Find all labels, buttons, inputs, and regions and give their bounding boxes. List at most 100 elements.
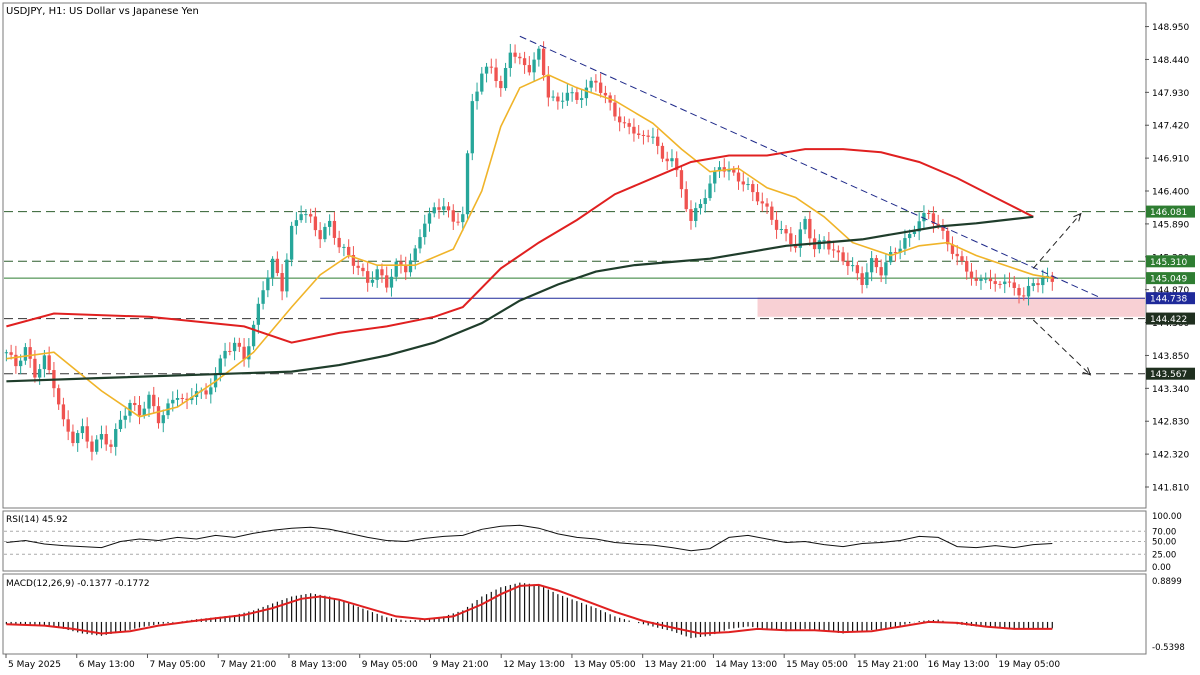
rsi-panel-frame <box>2 510 1147 572</box>
candle-body <box>675 158 679 171</box>
level-price-label-bg <box>1146 205 1195 218</box>
candle-body <box>946 230 950 245</box>
candle-body <box>85 426 89 442</box>
candle-body <box>147 394 151 409</box>
candle-body <box>323 226 327 240</box>
candle-body <box>152 394 156 407</box>
candle-body <box>332 220 337 238</box>
time-tick-label: 6 May 13:00 <box>79 660 135 670</box>
candle-body <box>637 133 641 135</box>
candle-body <box>432 207 436 214</box>
candle-body <box>480 73 484 92</box>
candle-body <box>836 250 841 253</box>
candle-body <box>641 134 646 136</box>
candle-body <box>1036 283 1040 286</box>
time-axis: 5 May 2025 6 May 13:00 7 May 05:00 7 May 21… <box>5 654 1060 670</box>
macd-title: MACD(12,26,9) -0.1377 -0.1772 <box>6 579 150 589</box>
candle-body <box>575 92 579 100</box>
candle-body <box>299 214 303 221</box>
candle-body <box>565 92 570 101</box>
candle-body <box>404 265 408 273</box>
candle-body <box>327 220 332 227</box>
time-tick-label: 13 May 21:00 <box>645 660 707 670</box>
candle-body <box>237 342 241 347</box>
scenario-arrow-up <box>1032 213 1082 269</box>
candle-body <box>204 390 208 395</box>
candle-body <box>1031 283 1035 286</box>
candle-body <box>275 258 280 274</box>
candle-body <box>874 258 879 268</box>
candle-body <box>114 429 118 447</box>
candle-body <box>594 80 598 83</box>
candle-body <box>694 208 698 221</box>
candle-body <box>389 276 394 288</box>
price-tick-label: 143.850 <box>1152 352 1189 362</box>
candle-body <box>14 354 18 367</box>
candle-body <box>618 116 622 123</box>
candle-body <box>860 273 864 285</box>
candle-body <box>556 96 560 102</box>
time-tick-label: 12 May 13:00 <box>503 660 565 670</box>
candle-body <box>175 398 180 400</box>
candle-body <box>879 267 883 276</box>
macd-panel-frame <box>2 573 1147 655</box>
moving-averages-layer <box>6 74 1053 418</box>
candle-body <box>61 404 66 420</box>
candle-body <box>965 260 969 272</box>
candle-body <box>451 210 455 222</box>
candle-body <box>123 415 127 420</box>
candle-body <box>969 271 974 279</box>
price-tick-label: 147.420 <box>1152 122 1189 132</box>
time-tick-label: 9 May 05:00 <box>362 660 418 670</box>
candle-body <box>228 350 232 352</box>
candle-body <box>817 240 822 250</box>
candle-body <box>713 171 717 184</box>
candle-body <box>37 369 42 378</box>
candle-body <box>960 256 964 261</box>
candle-body <box>746 184 750 186</box>
candle-body <box>185 398 189 401</box>
candle-body <box>446 206 451 211</box>
candle-body <box>955 253 959 257</box>
candle-body <box>209 387 213 395</box>
candle-body <box>366 271 370 283</box>
candle-body <box>541 48 546 76</box>
candle-body <box>732 168 736 173</box>
candle-body <box>789 233 793 245</box>
candle-body <box>442 206 446 210</box>
candle-body <box>95 439 99 452</box>
candle-body <box>898 248 902 253</box>
candle-body <box>827 240 831 250</box>
candle-body <box>28 347 32 359</box>
candle-body <box>399 261 403 266</box>
candle-body <box>703 198 707 204</box>
candle-body <box>841 252 845 262</box>
candle-body <box>109 444 113 447</box>
candle-body <box>584 87 589 99</box>
chart-title: USDJPY, H1: US Dollar vs Japanese Yen <box>6 6 199 17</box>
candle-body <box>808 218 812 239</box>
time-tick-label: 15 May 21:00 <box>857 660 919 670</box>
candle-body <box>551 96 555 98</box>
candle-body <box>180 398 184 400</box>
candle-body <box>494 67 498 82</box>
candle-body <box>984 278 988 280</box>
candle-body <box>261 290 265 304</box>
candle-body <box>774 219 779 230</box>
candle-body <box>532 59 536 73</box>
candle-body <box>342 246 346 248</box>
candle-body <box>1041 278 1045 286</box>
candle-body <box>1007 281 1012 283</box>
candle-body <box>803 218 807 230</box>
macd-tick-label: 0.8899 <box>1152 577 1182 587</box>
time-tick-label: 5 May 2025 <box>8 660 61 670</box>
rsi-tick-label: 50.00 <box>1152 538 1176 548</box>
candle-body <box>760 201 764 204</box>
candle-body <box>513 52 517 57</box>
candle-body <box>80 426 85 434</box>
candle-body <box>598 82 603 93</box>
candle-body <box>294 220 299 226</box>
candle-body <box>988 278 993 282</box>
candle-body <box>456 221 460 223</box>
